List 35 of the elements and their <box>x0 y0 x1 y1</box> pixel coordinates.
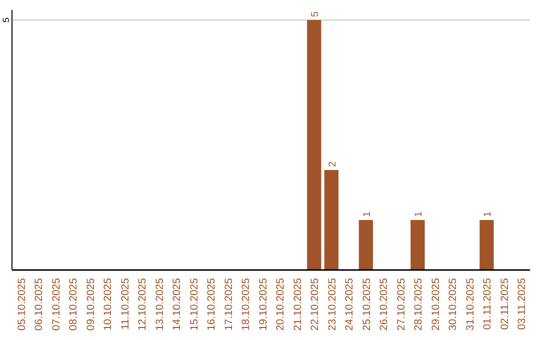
x-tick-label: 10.10.2025 <box>102 278 114 331</box>
x-tick-label: 19.10.2025 <box>257 278 270 331</box>
x-tick-label: 09.10.2025 <box>84 278 97 331</box>
x-tick-label: 08.10.2025 <box>68 278 80 331</box>
x-tick-label: 24.10.2025 <box>344 278 356 331</box>
x-tick-label: 07.10.2025 <box>50 278 62 331</box>
x-tick-label: 22.10.2025 <box>309 278 322 331</box>
x-tick-label: 06.10.2025 <box>33 278 46 331</box>
x-tick-label: 26.10.2025 <box>378 278 390 331</box>
data-label: 5 <box>310 11 322 17</box>
x-tick-label: 03.11.2025 <box>516 278 528 330</box>
x-tick-label: 31.10.2025 <box>464 278 476 331</box>
data-label: 1 <box>482 211 494 217</box>
x-tick-label: 17.10.2025 <box>222 278 235 331</box>
x-tick-label: 23.10.2025 <box>326 278 338 331</box>
x-tick-label: 13.10.2025 <box>154 278 166 331</box>
x-tick-label: 20.10.2025 <box>274 278 287 331</box>
data-label: 1 <box>362 211 373 217</box>
x-tick-label: 12.10.2025 <box>136 278 149 331</box>
x-tick-label: 21.10.2025 <box>292 278 304 331</box>
data-label: 1 <box>414 211 425 217</box>
data-label: 2 <box>327 161 338 167</box>
x-tick-label: 05.10.2025 <box>16 278 28 331</box>
x-tick-label: 25.10.2025 <box>360 278 373 331</box>
x-tick-label: 11.10.2025 <box>119 278 132 330</box>
x-tick-label: 29.10.2025 <box>430 278 442 331</box>
x-tick-label: 15.10.2025 <box>188 278 200 331</box>
x-tick-label: 16.10.2025 <box>206 278 218 331</box>
x-tick-label: 01.11.2025 <box>482 278 494 330</box>
x-tick-label: 02.11.2025 <box>498 278 511 330</box>
x-tick-label: 28.10.2025 <box>412 278 425 331</box>
x-tick-label: 14.10.2025 <box>171 278 184 331</box>
x-tick-label: 30.10.2025 <box>447 278 460 331</box>
x-tick-label: 27.10.2025 <box>395 278 408 331</box>
x-tick-label: 18.10.2025 <box>240 278 252 331</box>
